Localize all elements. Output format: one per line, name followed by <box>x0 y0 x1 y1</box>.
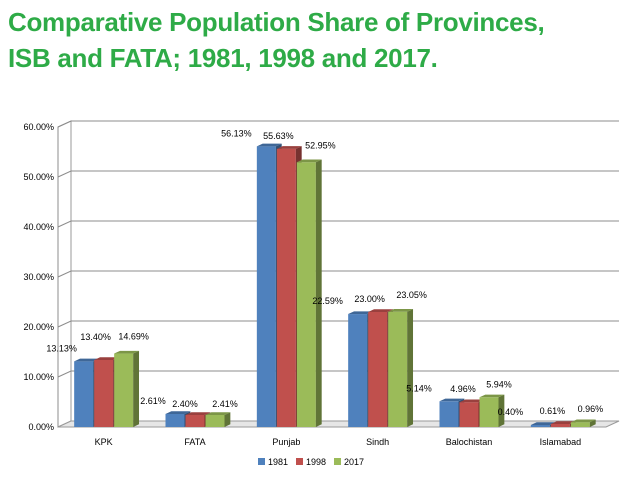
bar-1981-front <box>439 401 459 427</box>
legend-label: 2017 <box>344 457 364 467</box>
bar-2017-top <box>296 159 322 163</box>
bar-2017-front <box>114 353 134 427</box>
data-label: 13.40% <box>80 332 111 342</box>
bar-1998-front <box>459 402 479 427</box>
gridline <box>57 320 619 328</box>
data-label: 23.00% <box>354 294 385 304</box>
bar-1998-top <box>94 357 120 360</box>
bar-1998-front <box>94 360 114 427</box>
chart-title-line-2: ISB and FATA; 1981, 1998 and 2017. <box>8 43 438 73</box>
bar-1998-top <box>185 412 211 415</box>
y-tick-label: 20.00% <box>23 322 54 332</box>
chart-title-line-1: Comparative Population Share of Province… <box>8 7 545 37</box>
bar-2017-side <box>315 159 322 428</box>
y-tick-label: 30.00% <box>23 272 54 282</box>
data-label: 0.40% <box>498 407 524 417</box>
data-label: 0.61% <box>540 406 566 416</box>
bar-2017-front <box>296 162 316 427</box>
bar-1981-top <box>439 398 465 402</box>
bar-1981-front <box>348 314 368 427</box>
bar-1998-top <box>368 309 394 312</box>
y-tick-label: 60.00% <box>23 122 54 132</box>
y-tick-label: 40.00% <box>23 222 54 232</box>
gridline <box>57 270 619 278</box>
gridline <box>57 370 619 378</box>
bar-1998-top <box>550 421 576 424</box>
data-label: 5.94% <box>486 379 512 389</box>
bar-2017-front <box>570 422 590 427</box>
data-label: 13.13% <box>46 343 77 353</box>
bar-2017-front <box>479 397 499 427</box>
x-tick-label: Balochistan <box>446 437 493 447</box>
bar-1981-front <box>74 361 94 427</box>
bar-1981-top <box>256 143 282 147</box>
data-label: 23.05% <box>396 290 427 300</box>
chart-title: Comparative Population Share of Province… <box>8 4 628 76</box>
data-label: 4.96% <box>450 384 476 394</box>
bar-2017-side <box>133 350 140 427</box>
legend-swatch <box>334 458 341 465</box>
data-label: 55.63% <box>263 131 294 141</box>
bar-2017-top <box>570 419 596 423</box>
bar-1981-top <box>348 311 374 315</box>
gridline <box>57 220 619 228</box>
legend-swatch <box>258 458 265 465</box>
bar-1981-top <box>530 422 556 425</box>
data-label: 2.61% <box>140 396 166 406</box>
legend-label: 1981 <box>268 457 288 467</box>
bar-1981-top <box>165 411 191 414</box>
bar-2017-top <box>114 350 140 354</box>
x-tick-label: KPK <box>95 437 113 447</box>
y-tick-label: 0.00% <box>28 422 54 432</box>
bar-1998-front <box>368 312 388 427</box>
x-tick-label: FATA <box>184 437 205 447</box>
bar-1998-top <box>276 146 302 149</box>
legend-swatch <box>296 458 303 465</box>
data-label: 52.95% <box>305 140 336 150</box>
bar-2017-side <box>407 309 414 427</box>
data-label: 22.59% <box>312 296 343 306</box>
legend-label: 1998 <box>306 457 326 467</box>
bar-2017-top <box>205 412 231 415</box>
bar-2017-side <box>498 394 505 427</box>
bar-2017-top <box>479 394 505 398</box>
data-label: 5.14% <box>406 383 432 393</box>
bar-2017-front <box>388 311 408 427</box>
bar-1981-front <box>165 413 185 427</box>
x-tick-label: Punjab <box>272 437 300 447</box>
bar-1981-top <box>74 358 100 362</box>
bar-2017-front <box>205 414 225 427</box>
data-label: 2.40% <box>172 399 198 409</box>
data-label: 2.41% <box>212 399 238 409</box>
bar-2017-side <box>224 412 231 427</box>
gridline <box>57 120 619 128</box>
bar-1981-front <box>530 425 550 427</box>
data-label: 14.69% <box>118 332 149 342</box>
bar-1981-front <box>256 146 276 427</box>
bar-1998-front <box>185 415 205 427</box>
data-label: 0.96% <box>578 404 604 414</box>
bar-1998-top <box>459 399 485 403</box>
bar-1998-front <box>276 148 296 427</box>
x-tick-label: Sindh <box>366 437 389 447</box>
bar-2017-top <box>388 309 414 312</box>
y-tick-label: 10.00% <box>23 372 54 382</box>
bar-2017-side <box>589 419 596 427</box>
x-tick-label: Islamabad <box>540 437 582 447</box>
data-label: 56.13% <box>221 128 252 138</box>
bar-1998-front <box>550 423 570 427</box>
gridline <box>57 170 619 178</box>
y-tick-label: 50.00% <box>23 172 54 182</box>
